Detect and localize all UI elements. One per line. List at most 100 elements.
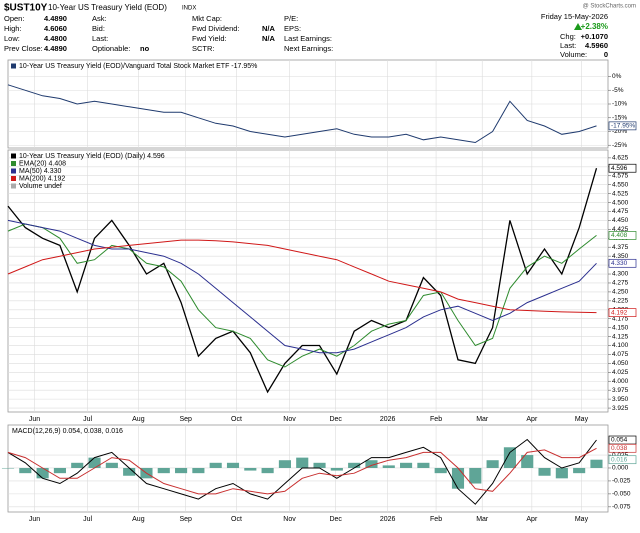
x-tick-label: Apr: [526, 416, 538, 423]
x-tick-label: Jun: [29, 516, 40, 523]
y-tick-label: -10%: [612, 101, 627, 108]
series-line: [7, 438, 597, 505]
histogram-bar: [296, 457, 309, 468]
histogram-bar: [123, 467, 136, 476]
field-value: N/A: [262, 34, 276, 43]
y-tick-label: 4.550: [612, 181, 629, 188]
last-value-label: 4.330: [611, 260, 628, 267]
field-label: Ask:: [92, 14, 107, 23]
histogram-bar: [36, 467, 49, 479]
histogram-bar: [400, 462, 413, 468]
histogram-bar: [503, 447, 516, 468]
y-tick-label: 4.125: [612, 333, 629, 340]
legend-swatch: [11, 161, 16, 166]
histogram-bar: [53, 467, 66, 474]
series-line: [7, 84, 597, 144]
x-tick-label: Nov: [283, 416, 296, 423]
field-value: 4.4800: [44, 34, 67, 43]
field-label: Last Earnings:: [284, 34, 332, 43]
last-value-box: [608, 258, 637, 268]
legend-entry: Volume undef: [19, 183, 62, 190]
legend-entry: EMA(20) 4.408: [19, 160, 66, 167]
legend-swatch: [11, 176, 16, 181]
y-tick-label: -0.075: [612, 504, 631, 511]
field-label: Last:: [92, 34, 108, 43]
histogram-bar: [538, 467, 551, 476]
legend-swatch: [11, 153, 16, 159]
stat-label: Last:: [560, 41, 576, 50]
x-tick-label: May: [575, 516, 589, 523]
field-value: N/A: [262, 24, 276, 33]
histogram-bar: [244, 467, 257, 471]
y-tick-label: 4.375: [612, 244, 629, 251]
stat-value: +0.1070: [581, 32, 608, 41]
series-line: [7, 239, 597, 314]
y-tick-label: 4.150: [612, 324, 629, 331]
x-tick-label: Sep: [179, 516, 192, 523]
subtitle: 10-Year US Treasury Yield (EOD): [48, 3, 167, 12]
histogram-bar: [226, 462, 240, 468]
legend-swatch: [11, 63, 16, 69]
y-tick-label: -0.025: [612, 478, 631, 485]
field-value: 4.4890: [44, 44, 67, 53]
up-arrow: [574, 23, 582, 30]
histogram-bar: [434, 467, 447, 474]
last-value-box: [608, 163, 637, 173]
y-tick-label: 4.175: [612, 315, 629, 322]
source: @ StockCharts.com: [583, 4, 636, 10]
x-tick-label: May: [575, 416, 589, 423]
field-label: EPS:: [284, 24, 301, 33]
y-tick-label: 0%: [612, 73, 622, 80]
x-tick-label: Jun: [29, 416, 40, 423]
y-tick-label: -15%: [612, 114, 627, 121]
change-pct: +2.38%: [581, 22, 608, 31]
histogram-bar: [278, 460, 291, 468]
y-tick-label: 0.025: [612, 452, 629, 459]
last-value-box: [608, 443, 637, 453]
last-value-box: [608, 231, 637, 240]
legend-swatch: [11, 183, 16, 189]
y-tick-label: 4.250: [612, 289, 629, 296]
stat-label: Volume:: [560, 50, 587, 59]
stat-value: 0: [604, 50, 608, 59]
y-tick-label: -0.050: [612, 491, 631, 498]
histogram-bar: [209, 462, 222, 468]
y-tick-label: 3.925: [612, 405, 629, 412]
stat-value: 4.5960: [585, 41, 608, 50]
y-tick-label: 4.525: [612, 190, 629, 197]
histogram-bar: [261, 467, 274, 474]
field-label: SCTR:: [192, 44, 215, 53]
field-label: Fwd Dividend:: [192, 24, 240, 33]
histogram-bar: [382, 465, 395, 468]
field-label: P/E:: [284, 14, 298, 23]
last-value-label: 4.408: [611, 232, 628, 239]
y-tick-label: 4.425: [612, 226, 629, 233]
field-label: Next Earnings:: [284, 44, 333, 53]
histogram-bar: [348, 462, 361, 468]
histogram-bar: [417, 462, 430, 468]
y-tick-label: 4.050: [612, 360, 629, 367]
y-tick-label: 4.500: [612, 199, 629, 206]
y-tick-label: 4.625: [612, 155, 629, 162]
y-tick-label: 4.225: [612, 298, 629, 305]
y-tick-label: 4.475: [612, 208, 629, 215]
histogram-bar: [486, 460, 499, 468]
y-tick-label: -25%: [612, 142, 627, 149]
legend-entry: 10-Year US Treasury Yield (EOD)/Vanguard…: [19, 63, 257, 70]
last-value-label: -17.95%: [611, 123, 635, 130]
field-label: Mkt Cap:: [192, 14, 222, 23]
y-tick-label: 0.000: [612, 465, 629, 472]
histogram-bar: [573, 467, 586, 474]
last-value-label: 0.016: [611, 456, 628, 463]
x-tick-label: Mar: [476, 516, 489, 523]
panel: [7, 149, 609, 413]
last-value-box: [608, 455, 637, 465]
x-tick-label: Aug: [132, 416, 145, 423]
last-value-box: [608, 308, 637, 317]
y-tick-label: 4.000: [612, 378, 629, 385]
symbol: $UST10Y: [4, 3, 48, 14]
y-tick-label: 4.350: [612, 253, 629, 260]
x-tick-label: Jul: [83, 516, 92, 523]
